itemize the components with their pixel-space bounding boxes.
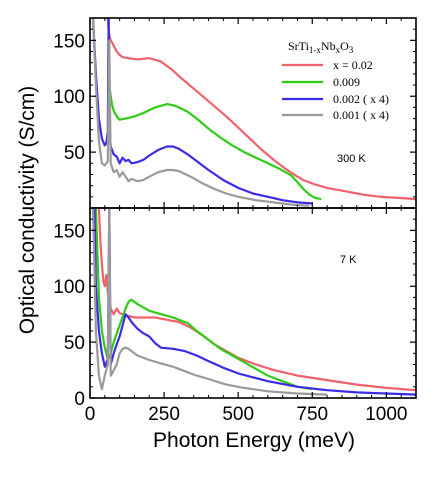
legend-label-3: 0.001 ( x 4) [333, 108, 389, 122]
panel-0-ytick-label-2: 100 [53, 87, 85, 108]
panel-1-temperature-label: 7 K [340, 254, 357, 266]
legend-title: SrTi1-xNbxO3 [288, 39, 354, 55]
legend-label-0: x = 0.02 [333, 58, 373, 72]
panel-1-ytick-label-1: 50 [64, 333, 85, 354]
panel-1-ytick-label-2: 100 [53, 277, 85, 298]
panel-1-series-1-line [94, 208, 313, 391]
x-tick-label-3: 750 [296, 404, 328, 425]
legend-title-part-3: x [336, 45, 341, 55]
legend-label-1: 0.009 [333, 75, 360, 89]
panel-0-temperature-label: 300 K [337, 153, 366, 165]
x-axis-title: Photon Energy (meV) [153, 429, 355, 452]
panel-1-frame [89, 207, 417, 399]
panel-0-series-group [91, 18, 416, 207]
panel-0-ytick-label-3: 150 [53, 31, 85, 52]
legend-title-part-1: 1-x [309, 45, 321, 55]
x-tick-label-4: 1000 [365, 404, 407, 425]
panel-1-series-group [91, 208, 416, 396]
panel-1-series-0-line [97, 208, 416, 392]
panel-1-series-3-line [91, 208, 328, 396]
legend-title-part-5: 3 [349, 45, 354, 55]
panel-0-series-1-line [107, 73, 322, 201]
legend-title-part-4: O [340, 39, 349, 53]
panel-1-series-2-line [93, 208, 416, 396]
y-axis-title: Optical conductivity (S/cm) [16, 86, 39, 335]
legend-title-part-2: Nb [321, 39, 336, 53]
legend-title-part-0: SrTi [288, 39, 310, 53]
panel-0-series-0-line [106, 18, 416, 201]
x-tick-label-1: 250 [148, 404, 180, 425]
x-tick-label-2: 500 [222, 404, 254, 425]
panel-0-series-3-line [91, 18, 310, 207]
legend-label-2: 0.002 ( x 4) [333, 92, 389, 106]
x-tick-label-0: 0 [85, 404, 96, 425]
panel-0-ytick-label-1: 50 [64, 143, 85, 164]
panel-1-ytick-label-3: 150 [53, 221, 85, 242]
panel-1-ytick-label-0: 0 [74, 389, 85, 410]
